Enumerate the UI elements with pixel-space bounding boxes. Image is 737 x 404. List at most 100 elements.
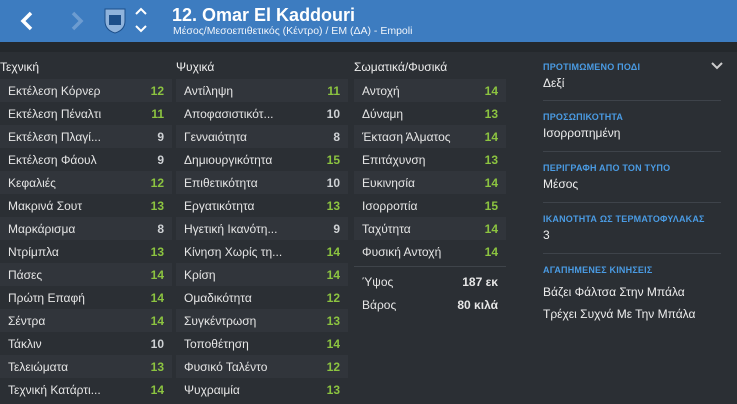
attribute-value: 14 (484, 129, 498, 144)
attribute-value: 13 (150, 359, 164, 374)
attribute-row[interactable]: Αποφασιστικότ... 10 (176, 102, 348, 125)
attribute-value: 12 (150, 83, 164, 98)
attribute-row[interactable]: Εκτέλεση Πλαγί... 9 (0, 125, 172, 148)
attribute-value: 14 (326, 336, 340, 351)
attribute-row[interactable]: Πρώτη Επαφή 14 (0, 286, 172, 309)
height-row: Ύψος 187 εκ (354, 270, 506, 293)
attribute-row[interactable]: Ομαδικότητα 12 (176, 286, 348, 309)
divider (543, 253, 721, 254)
personality: ΠΡΟΣΩΠΙΚΟΤΗΤΑ Ισορροπημένη (543, 112, 721, 140)
attribute-row[interactable]: Εκτέλεση Κόρνερ 12 (0, 79, 172, 102)
attribute-row[interactable]: Δημιουργικότητα 15 (176, 148, 348, 171)
attribute-row[interactable]: Ευκινησία 14 (354, 171, 506, 194)
attribute-value: 13 (326, 382, 340, 397)
attribute-row[interactable]: Αντίληψη 11 (176, 79, 348, 102)
divider (354, 266, 506, 267)
attribute-value: 12 (150, 175, 164, 190)
divider (543, 100, 721, 101)
personality-value: Ισορροπημένη (543, 126, 621, 140)
divider (543, 151, 721, 152)
attribute-name: Πρώτη Επαφή (8, 290, 85, 305)
forward-icon (71, 11, 84, 31)
attribute-name: Τοποθέτηση (184, 336, 249, 351)
goalkeeper-ability: ΙΚΑΝΟΤΗΤΑ ΩΣ ΤΕΡΜΑΤΟΦΥΛΑΚΑΣ 3 (543, 214, 721, 242)
attribute-row[interactable]: Ψυχραιμία 13 (176, 378, 348, 401)
goalkeeper-ability-value: 3 (543, 228, 550, 242)
attribute-name: Ντρίμπλα (8, 244, 59, 259)
chevron-down-icon[interactable] (711, 62, 723, 70)
attribute-name: Εκτέλεση Πέναλτι (8, 106, 102, 121)
attribute-row[interactable]: Σέντρα 14 (0, 309, 172, 332)
media-description-value: Μέσος (543, 177, 579, 191)
attribute-value: 12 (326, 359, 340, 374)
attribute-name: Εκτέλεση Κόρνερ (8, 83, 101, 98)
height-label: Ύψος (362, 274, 394, 289)
attribute-row[interactable]: Τεχνική Κατάρτι... 14 (0, 378, 172, 401)
attribute-row[interactable]: Ισορροπία 15 (354, 194, 506, 217)
attribute-row[interactable]: Ηγετική Ικανότη... 9 (176, 217, 348, 240)
attribute-name: Δημιουργικότητα (184, 152, 273, 167)
mental-title: Ψυχικά (176, 60, 215, 74)
attribute-value: 14 (150, 313, 164, 328)
attribute-value: 15 (326, 152, 340, 167)
attribute-row[interactable]: Εκτέλεση Πέναλτι 11 (0, 102, 172, 125)
attribute-row[interactable]: Επιθετικότητα 10 (176, 171, 348, 194)
attribute-value: 15 (484, 198, 498, 213)
attribute-row[interactable]: Ντρίμπλα 13 (0, 240, 172, 263)
attribute-value: 13 (150, 198, 164, 213)
attribute-row[interactable]: Γενναιότητα 8 (176, 125, 348, 148)
attribute-row[interactable]: Κίνηση Χωρίς τη... 14 (176, 240, 348, 263)
attribute-name: Εργατικότητα (184, 198, 255, 213)
attribute-row[interactable]: Μαρκάρισμα 8 (0, 217, 172, 240)
attribute-value: 14 (484, 83, 498, 98)
attribute-value: 14 (326, 267, 340, 282)
attribute-value: 13 (484, 106, 498, 121)
attribute-value: 14 (484, 244, 498, 259)
attribute-value: 14 (150, 382, 164, 397)
club-crest-icon (104, 8, 126, 34)
physical-title: Σωματικά/Φυσικά (354, 60, 448, 74)
back-button[interactable] (12, 6, 42, 36)
attribute-row[interactable]: Τοποθέτηση 14 (176, 332, 348, 355)
attribute-name: Ευκινησία (362, 175, 415, 190)
technical-attributes: Τεχνική Εκτέλεση Κόρνερ 12 Εκτέλεση Πέναλτ… (0, 52, 172, 401)
preferred-foot: ΠΡΟΤΙΜΩΜΕΝΟ ΠΟΔΙ Δεξί (543, 62, 721, 90)
preferred-move: Τρέχει Συχνά Με Την Μπάλα (543, 307, 696, 321)
attribute-value: 9 (333, 221, 340, 236)
attribute-row[interactable]: Κρίση 14 (176, 263, 348, 286)
preferred-moves-label: ΑΓΑΠΗΜΕΝΕΣ ΚΙΝΗΣΕΙΣ (543, 265, 653, 275)
attribute-row[interactable]: Έκταση Άλματος 14 (354, 125, 506, 148)
attribute-value: 9 (157, 129, 164, 144)
back-icon (20, 11, 33, 31)
attribute-row[interactable]: Πάσες 14 (0, 263, 172, 286)
attribute-row[interactable]: Ταχύτητα 14 (354, 217, 506, 240)
attribute-name: Φυσικό Ταλέντο (184, 359, 268, 374)
attribute-row[interactable]: Επιτάχυνση 13 (354, 148, 506, 171)
attribute-row[interactable]: Τάκλιν 10 (0, 332, 172, 355)
goalkeeper-ability-label: ΙΚΑΝΟΤΗΤΑ ΩΣ ΤΕΡΜΑΤΟΦΥΛΑΚΑΣ (543, 214, 705, 224)
attribute-row[interactable]: Κεφαλιές 12 (0, 171, 172, 194)
attribute-row[interactable]: Φυσική Αντοχή 14 (354, 240, 506, 263)
attribute-row[interactable]: Φυσικό Ταλέντο 12 (176, 355, 348, 378)
forward-button[interactable] (62, 6, 92, 36)
attribute-row[interactable]: Συγκέντρωση 13 (176, 309, 348, 332)
attribute-name: Κίνηση Χωρίς τη... (184, 244, 283, 259)
physical-attributes: Σωματικά/Φυσικά Αντοχή 14 Δύναμη 13 Έκταση Ά… (354, 52, 506, 316)
attribute-name: Πάσες (8, 267, 43, 282)
attribute-name: Αντοχή (362, 83, 400, 98)
attribute-name: Φυσική Αντοχή (362, 244, 442, 259)
attribute-value: 14 (150, 290, 164, 305)
media-description: ΠΕΡΙΓΡΑΦΗ ΑΠΟ ΤΟΝ ΤΥΠΟ Μέσος (543, 163, 721, 191)
player-name: 12. Omar El Kaddouri (172, 5, 356, 25)
weight-label: Βάρος (362, 297, 397, 312)
attribute-name: Επιτάχυνση (362, 152, 426, 167)
attribute-row[interactable]: Τελειώματα 13 (0, 355, 172, 378)
attribute-row[interactable]: Εκτέλεση Φάουλ 9 (0, 148, 172, 171)
attribute-row[interactable]: Αντοχή 14 (354, 79, 506, 102)
attribute-row[interactable]: Εργατικότητα 13 (176, 194, 348, 217)
attribute-row[interactable]: Δύναμη 13 (354, 102, 506, 125)
player-switcher[interactable] (134, 6, 148, 39)
attribute-value: 9 (157, 152, 164, 167)
attribute-name: Κρίση (184, 267, 216, 282)
attribute-row[interactable]: Μακρινά Σουτ 13 (0, 194, 172, 217)
